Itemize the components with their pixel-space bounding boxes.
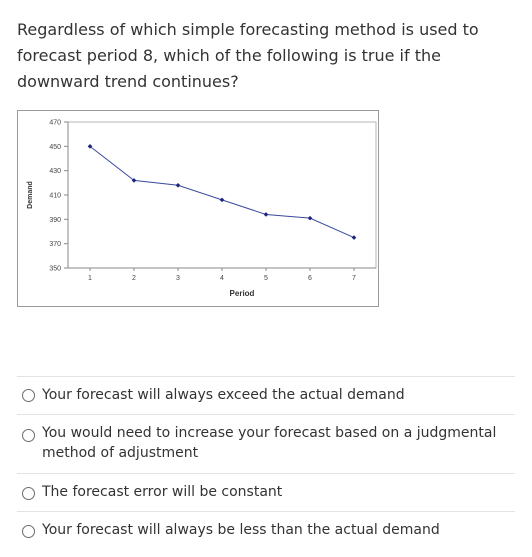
question-text: Regardless of which simple forecasting m… bbox=[17, 20, 479, 91]
answer-option-2[interactable]: You would need to increase your forecast… bbox=[17, 414, 515, 473]
y-tick-label: 450 bbox=[49, 144, 61, 151]
y-tick-label: 390 bbox=[49, 217, 61, 224]
radio-button[interactable] bbox=[22, 389, 35, 402]
y-tick-label: 370 bbox=[49, 241, 61, 248]
radio-button[interactable] bbox=[22, 487, 35, 500]
x-tick-label: 4 bbox=[220, 275, 224, 282]
data-point bbox=[351, 235, 357, 240]
y-axis-label: Demand bbox=[27, 181, 34, 209]
answer-option-label: Your forecast will always be less than t… bbox=[42, 522, 440, 538]
y-tick-label: 470 bbox=[49, 120, 61, 127]
y-tick-label: 430 bbox=[49, 168, 61, 175]
answer-options: Your forecast will always exceed the act… bbox=[17, 376, 515, 549]
radio-button[interactable] bbox=[22, 429, 35, 442]
x-tick-label: 6 bbox=[308, 275, 312, 282]
data-point bbox=[263, 212, 269, 217]
data-point bbox=[219, 197, 225, 203]
demand-chart: 470 450 430 410 390 370 350 1 2 3 4 5 6 7 Period Demand bbox=[17, 110, 379, 307]
y-tick-label: 410 bbox=[49, 193, 61, 200]
answer-option-label: Your forecast will always exceed the act… bbox=[42, 387, 405, 403]
radio-button[interactable] bbox=[22, 525, 35, 538]
x-axis-label: Period bbox=[230, 289, 255, 298]
plot-area bbox=[67, 121, 377, 269]
data-point bbox=[131, 178, 137, 183]
y-tick-label: 350 bbox=[49, 266, 61, 273]
x-tick-label: 7 bbox=[352, 275, 356, 282]
series-line bbox=[89, 145, 355, 239]
answer-option-3[interactable]: The forecast error will be constant bbox=[17, 473, 515, 511]
x-tick-label: 1 bbox=[88, 275, 92, 282]
answer-option-label: The forecast error will be constant bbox=[42, 484, 283, 500]
x-tick-label: 5 bbox=[264, 275, 268, 282]
answer-option-4[interactable]: Your forecast will always be less than t… bbox=[17, 511, 515, 549]
data-point bbox=[175, 182, 181, 188]
answer-option-1[interactable]: Your forecast will always exceed the act… bbox=[17, 376, 515, 414]
demand-line-chart: 470 450 430 410 390 370 350 1 2 3 4 5 6 7 Period Demand bbox=[27, 120, 377, 298]
answer-option-label: You would need to increase your forecast… bbox=[42, 425, 497, 461]
data-point bbox=[307, 215, 313, 221]
x-tick-label: 2 bbox=[132, 275, 136, 282]
x-tick-label: 3 bbox=[176, 275, 180, 282]
